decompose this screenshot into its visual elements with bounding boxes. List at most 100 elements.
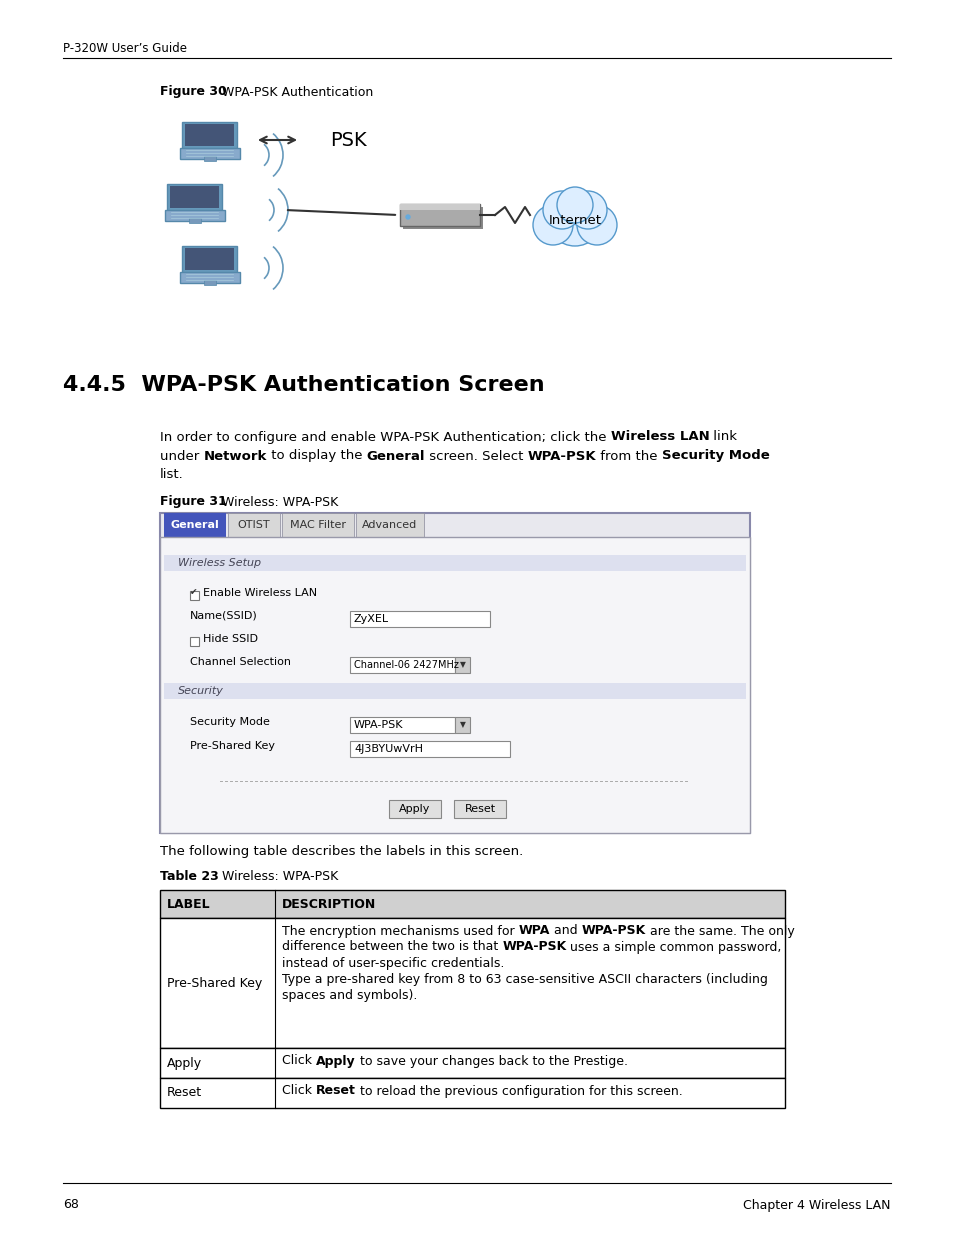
Circle shape [568,191,606,228]
Text: Security Mode: Security Mode [661,450,769,462]
Bar [350,657,455,673]
FancyBboxPatch shape [454,800,505,818]
Circle shape [406,215,410,219]
Text: link: link [709,431,737,443]
FancyBboxPatch shape [168,184,222,212]
Text: Apply: Apply [315,1055,355,1067]
Text: Figure 31: Figure 31 [160,495,227,509]
Text: WPA: WPA [518,925,550,937]
Bar [455,657,470,673]
FancyBboxPatch shape [185,248,234,270]
Text: list.: list. [160,468,184,482]
Text: Wireless: WPA-PSK: Wireless: WPA-PSK [222,495,338,509]
FancyBboxPatch shape [204,156,215,161]
Text: to save your changes back to the Prestige.: to save your changes back to the Prestig… [355,1055,627,1067]
Bar [455,718,470,734]
FancyBboxPatch shape [402,207,482,228]
Circle shape [542,191,580,228]
Bar [160,537,749,832]
Text: Security: Security [178,685,224,697]
Text: Chapter 4 Wireless LAN: Chapter 4 Wireless LAN [742,1198,890,1212]
FancyBboxPatch shape [204,280,215,285]
Text: Wireless: WPA-PSK: Wireless: WPA-PSK [222,869,338,883]
Bar [160,1078,784,1108]
FancyBboxPatch shape [399,204,479,210]
Text: Reset: Reset [167,1087,202,1099]
Text: WPA-PSK Authentication: WPA-PSK Authentication [222,85,373,99]
Text: DESCRIPTION: DESCRIPTION [282,898,375,910]
Text: 68: 68 [63,1198,79,1212]
Text: Network: Network [203,450,267,462]
Text: Apply: Apply [167,1056,202,1070]
Bar [160,1049,784,1078]
Circle shape [557,186,593,224]
Text: ✔: ✔ [190,588,197,597]
Text: General: General [366,450,425,462]
FancyBboxPatch shape [179,148,240,159]
Bar [164,513,226,537]
Text: Security Mode: Security Mode [190,718,270,727]
Bar [190,592,199,600]
Text: uses a simple common password,: uses a simple common password, [566,941,781,953]
Text: ▼: ▼ [459,720,465,730]
Text: Name(SSID): Name(SSID) [190,611,257,621]
Text: Pre-Shared Key: Pre-Shared Key [167,977,262,989]
Text: instead of user-specific credentials.: instead of user-specific credentials. [282,956,504,969]
Bar [160,537,749,832]
Text: Apply: Apply [399,804,430,814]
Text: WPA-PSK: WPA-PSK [501,941,566,953]
Text: Pre-Shared Key: Pre-Shared Key [190,741,274,751]
FancyBboxPatch shape [182,122,237,149]
Bar [160,918,784,1049]
Text: MAC Filter: MAC Filter [290,520,346,530]
Text: P-320W User’s Guide: P-320W User’s Guide [63,42,187,54]
Text: Reset: Reset [464,804,495,814]
Text: LABEL: LABEL [167,898,211,910]
Text: General: General [171,520,219,530]
FancyBboxPatch shape [179,272,240,283]
Bar [164,683,745,699]
Text: Click: Click [282,1055,315,1067]
FancyBboxPatch shape [389,800,440,818]
Text: Reset: Reset [315,1084,355,1098]
Text: ZyXEL: ZyXEL [354,614,389,624]
Text: Figure 30: Figure 30 [160,85,227,99]
Text: Enable Wireless LAN: Enable Wireless LAN [203,588,316,598]
Text: 4J3BYUwVrH: 4J3BYUwVrH [354,743,422,755]
Bar [350,611,490,627]
Text: WPA-PSK: WPA-PSK [581,925,645,937]
Text: Wireless Setup: Wireless Setup [178,558,261,568]
Text: from the: from the [596,450,661,462]
Text: Click: Click [282,1084,315,1098]
Text: are the same. The only: are the same. The only [645,925,794,937]
Circle shape [546,190,602,246]
Bar [350,718,455,734]
Text: screen. Select: screen. Select [425,450,527,462]
Bar [190,637,199,646]
Text: to display the: to display the [267,450,366,462]
Text: Advanced: Advanced [362,520,417,530]
Text: under: under [160,450,203,462]
Text: Internet: Internet [548,214,601,226]
Text: In order to configure and enable WPA-PSK Authentication; click the: In order to configure and enable WPA-PSK… [160,431,610,443]
Bar [282,513,354,537]
FancyBboxPatch shape [185,124,234,146]
Text: and: and [550,925,581,937]
Text: WPA-PSK: WPA-PSK [354,720,403,730]
Text: Table 23: Table 23 [160,869,218,883]
Text: The following table describes the labels in this screen.: The following table describes the labels… [160,846,522,858]
Circle shape [533,205,573,245]
Bar [350,741,510,757]
Bar [228,513,280,537]
FancyBboxPatch shape [165,210,225,221]
Bar [164,555,745,571]
Text: to reload the previous configuration for this screen.: to reload the previous configuration for… [355,1084,682,1098]
Text: PSK: PSK [330,131,366,149]
Text: Wireless LAN: Wireless LAN [610,431,709,443]
FancyBboxPatch shape [171,186,219,207]
FancyBboxPatch shape [189,219,201,224]
Text: difference between the two is that: difference between the two is that [282,941,501,953]
Bar [355,513,423,537]
Bar [160,513,749,832]
Text: Hide SSID: Hide SSID [203,634,257,643]
